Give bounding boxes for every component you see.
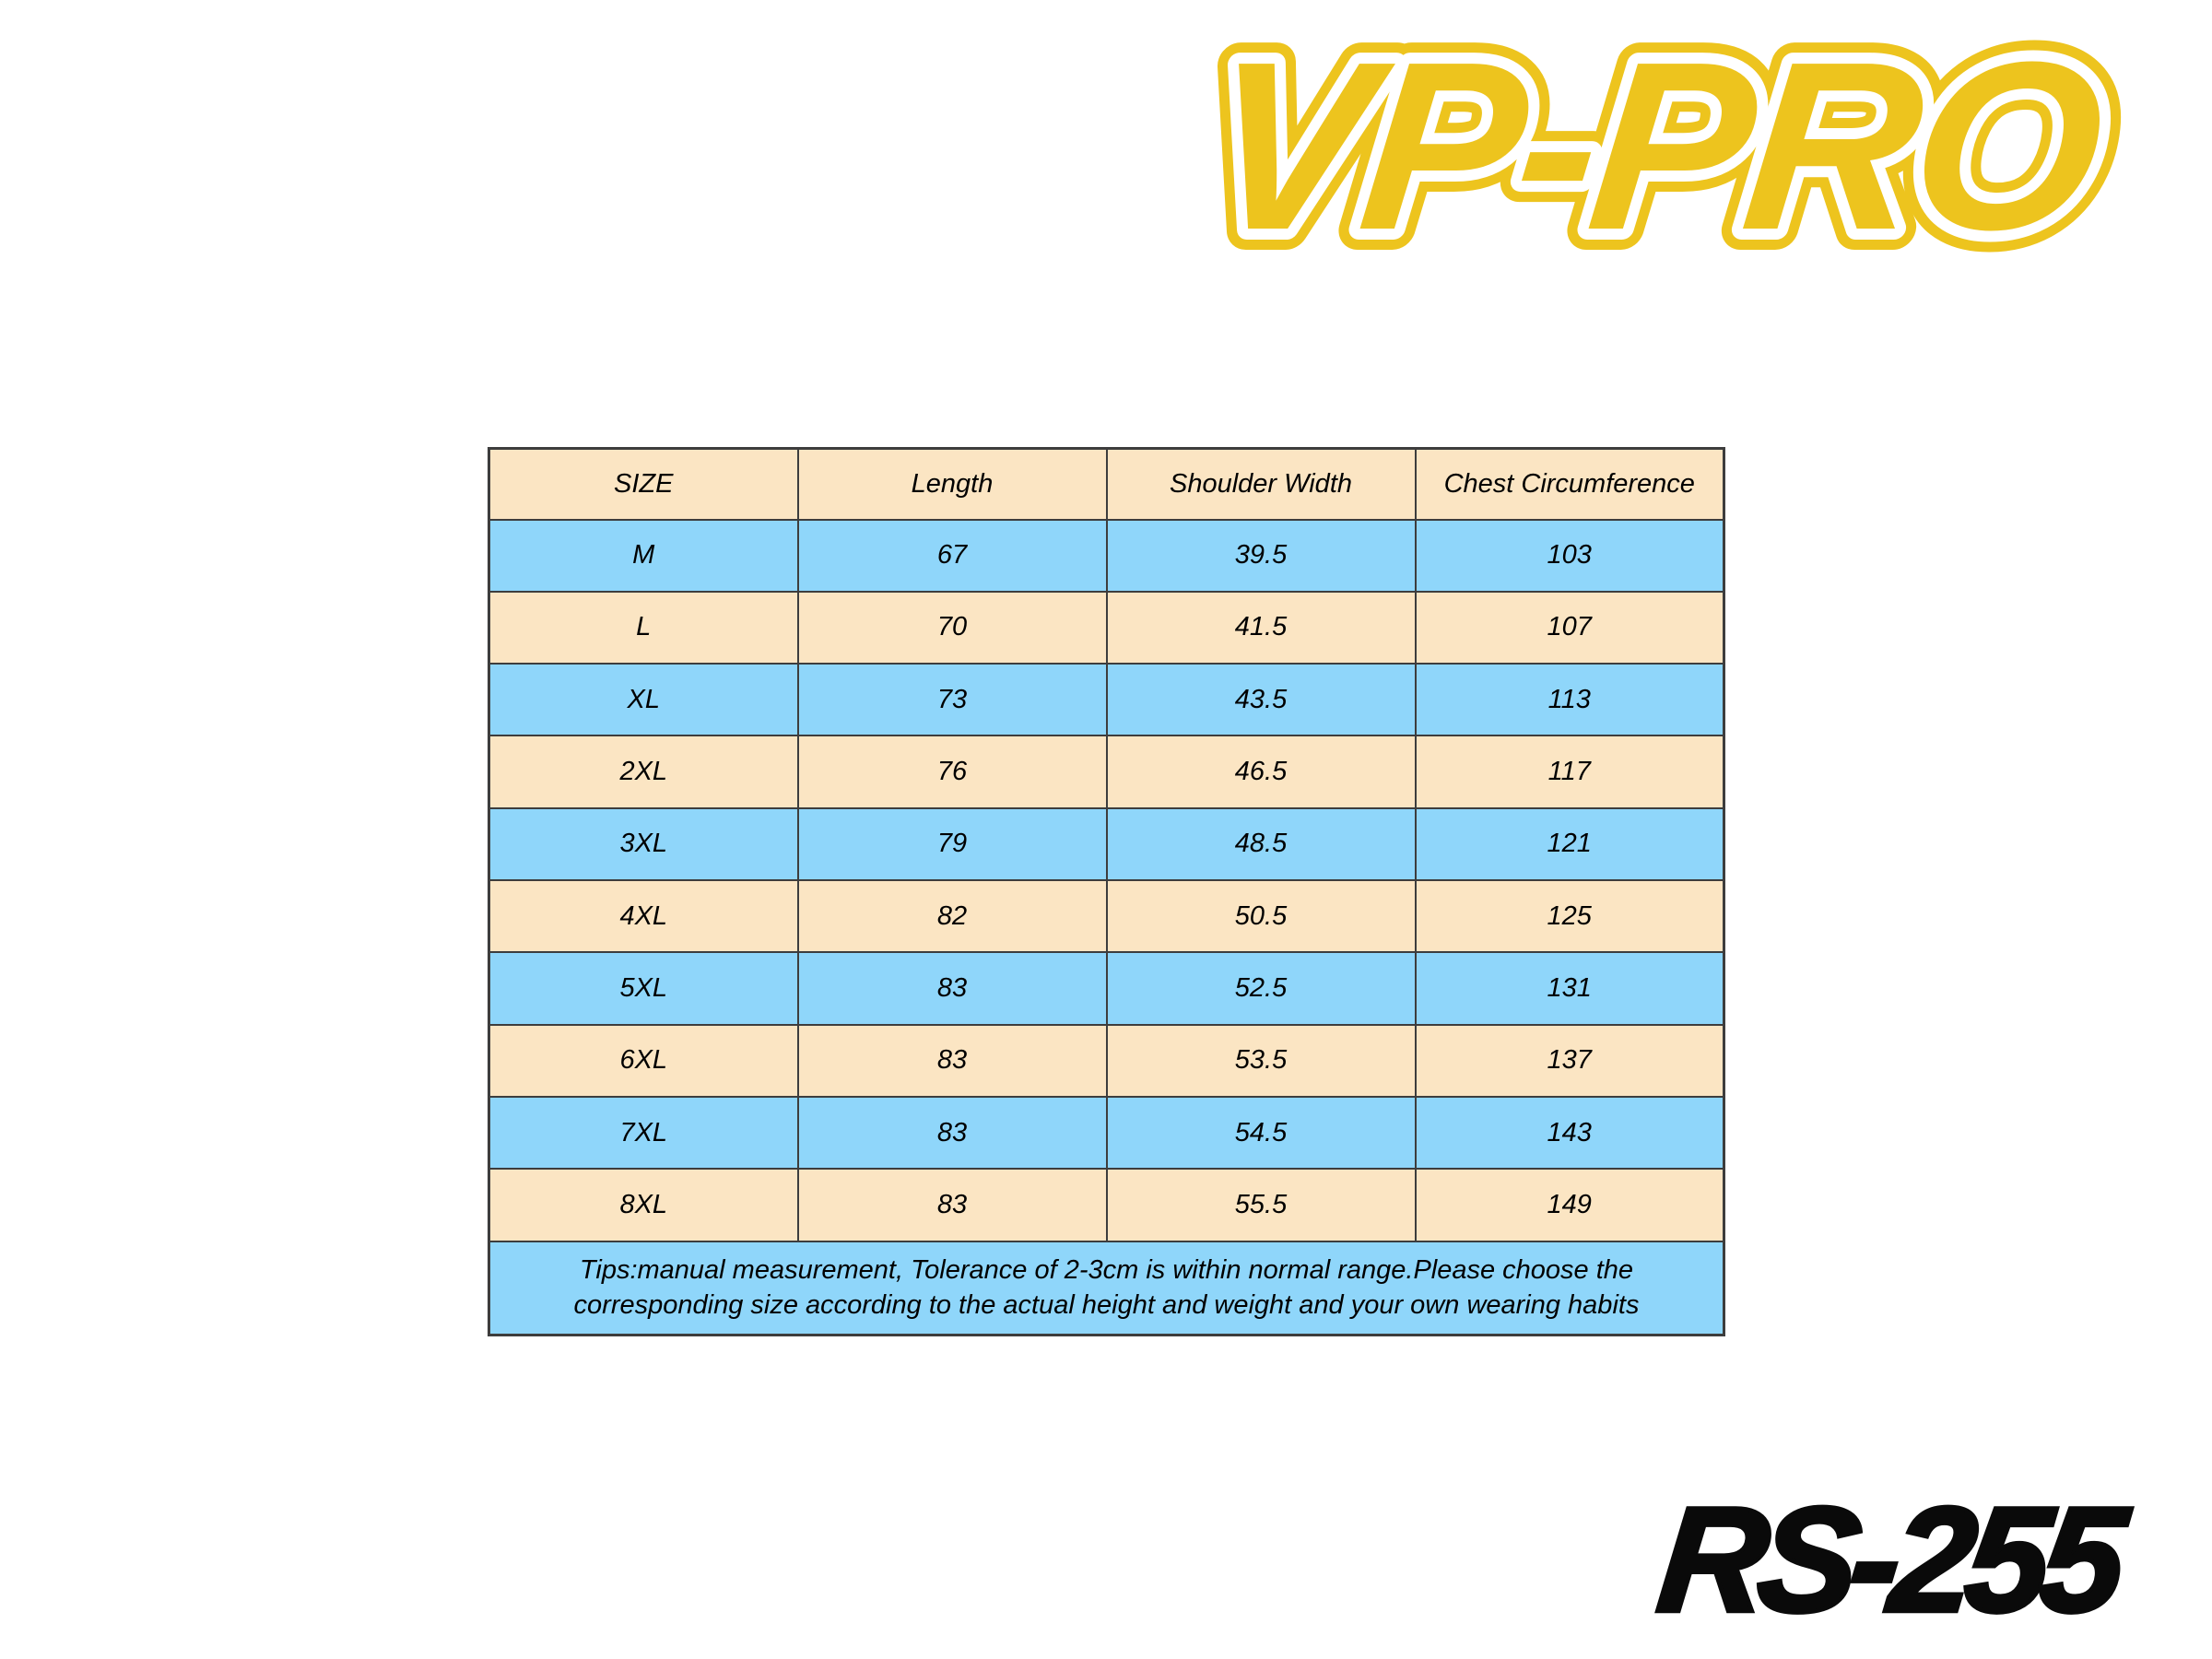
size-chart-header: SIZE Length Shoulder Width Chest Circumf… xyxy=(488,447,1725,521)
table-cell: 53.5 xyxy=(1105,1023,1417,1098)
vp-pro-logo-outline: VP-PRO xyxy=(1196,18,2112,280)
header-length: Length xyxy=(796,447,1108,521)
table-cell: 6XL xyxy=(488,1023,799,1098)
header-size: SIZE xyxy=(488,447,799,521)
table-cell: 83 xyxy=(796,1023,1108,1098)
table-cell: 149 xyxy=(1414,1168,1725,1242)
table-cell: 117 xyxy=(1414,735,1725,809)
table-cell: 7XL xyxy=(488,1095,799,1171)
table-cell: 43.5 xyxy=(1105,663,1417,737)
table-cell: 113 xyxy=(1414,663,1725,737)
table-cell: 41.5 xyxy=(1105,590,1417,665)
table-row: 3XL 79 48.5 121 xyxy=(488,806,1725,881)
table-cell: 2XL xyxy=(488,735,799,809)
product-code: RS-255 xyxy=(1649,1475,2127,1646)
vp-pro-logo: VP-PRO VP-PRO VP-PRO xyxy=(1175,18,2134,301)
table-cell: 73 xyxy=(796,663,1108,737)
size-table-body: M 67 39.5 103 L 70 41.5 107 XL 73 43.5 113 2XL 76 46.5… xyxy=(488,518,1725,1242)
table-cell: 76 xyxy=(796,735,1108,809)
table-row: 5XL 83 52.5 131 xyxy=(488,951,1725,1026)
table-cell: 143 xyxy=(1414,1095,1725,1171)
header-chest-circumference: Chest Circumference xyxy=(1414,447,1725,521)
table-row: 2XL 76 46.5 117 xyxy=(488,735,1725,809)
tips-line-1: Tips:manual measurement, Tolerance of 2-… xyxy=(579,1255,1634,1286)
header-shoulder-width: Shoulder Width xyxy=(1105,447,1417,521)
table-row: 6XL 83 53.5 137 xyxy=(488,1023,1725,1098)
table-cell: 48.5 xyxy=(1105,806,1417,881)
table-cell: 54.5 xyxy=(1105,1095,1417,1171)
table-cell: 131 xyxy=(1414,951,1725,1026)
table-cell: 8XL xyxy=(488,1168,799,1242)
header-row: SIZE Length Shoulder Width Chest Circumf… xyxy=(488,447,1725,521)
table-cell: L xyxy=(488,590,799,665)
table-cell: 121 xyxy=(1414,806,1725,881)
tips-line-2: corresponding size according to the actu… xyxy=(573,1290,1640,1321)
table-cell: 82 xyxy=(796,878,1108,954)
table-cell: 52.5 xyxy=(1105,951,1417,1026)
table-cell: 83 xyxy=(796,951,1108,1026)
vp-pro-logo-fill: VP-PRO xyxy=(1196,18,2112,280)
vp-pro-logo-white-band: VP-PRO xyxy=(1196,18,2112,280)
size-chart-table: SIZE Length Shoulder Width Chest Circumf… xyxy=(488,447,1725,1336)
table-cell: 79 xyxy=(796,806,1108,881)
table-cell: 107 xyxy=(1414,590,1725,665)
tips-row: Tips:manual measurement, Tolerance of 2-… xyxy=(488,1240,1725,1336)
table-cell: M xyxy=(488,518,799,593)
table-cell: 4XL xyxy=(488,878,799,954)
table-cell: 103 xyxy=(1414,518,1725,593)
table-cell: 137 xyxy=(1414,1023,1725,1098)
table-cell: 83 xyxy=(796,1168,1108,1242)
table-row: XL 73 43.5 113 xyxy=(488,663,1725,737)
table-cell: 50.5 xyxy=(1105,878,1417,954)
table-row: 4XL 82 50.5 125 xyxy=(488,878,1725,954)
table-cell: 46.5 xyxy=(1105,735,1417,809)
table-row: 7XL 83 54.5 143 xyxy=(488,1095,1725,1171)
table-row: M 67 39.5 103 xyxy=(488,518,1725,593)
table-cell: 39.5 xyxy=(1105,518,1417,593)
table-cell: 83 xyxy=(796,1095,1108,1171)
table-cell: 3XL xyxy=(488,806,799,881)
table-cell: XL xyxy=(488,663,799,737)
table-row: L 70 41.5 107 xyxy=(488,590,1725,665)
table-cell: 55.5 xyxy=(1105,1168,1417,1242)
tips-cell: Tips:manual measurement, Tolerance of 2-… xyxy=(488,1240,1725,1336)
table-row: 8XL 83 55.5 149 xyxy=(488,1168,1725,1242)
table-cell: 67 xyxy=(796,518,1108,593)
table-cell: 70 xyxy=(796,590,1108,665)
table-cell: 125 xyxy=(1414,878,1725,954)
size-table-footer: Tips:manual measurement, Tolerance of 2-… xyxy=(488,1240,1725,1336)
table-cell: 5XL xyxy=(488,951,799,1026)
